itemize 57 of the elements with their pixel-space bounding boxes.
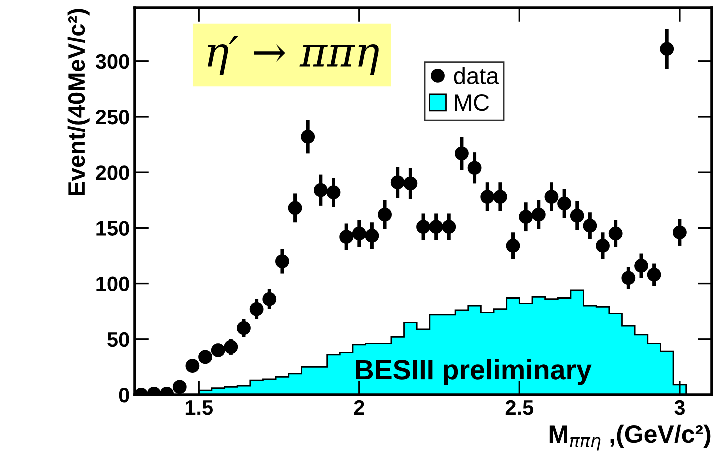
point [544, 190, 559, 204]
x-axis-title: M$_{ππη}$ ,(GeV/c²) [550, 424, 711, 451]
point [634, 259, 648, 273]
point [390, 176, 405, 190]
point [480, 190, 495, 204]
y-tick-label: 150 [96, 221, 130, 236]
point [314, 183, 328, 198]
y-tick-label: 50 [108, 332, 130, 348]
point [288, 201, 302, 216]
point [493, 190, 508, 204]
point [532, 208, 546, 222]
point [429, 220, 444, 234]
point [198, 350, 212, 364]
point [365, 229, 380, 243]
point [301, 130, 316, 144]
point [519, 210, 534, 224]
annotation: BESIII preliminary [356, 359, 592, 386]
point [608, 226, 623, 241]
x-tick-label: 1.5 [186, 400, 214, 416]
point [186, 359, 200, 374]
point [326, 186, 341, 200]
point [172, 380, 187, 394]
point [404, 176, 418, 191]
y-tick-label: 100 [96, 276, 130, 292]
point [340, 230, 354, 244]
x-tick-label: 3 [674, 400, 685, 416]
legend-label: MC [455, 94, 490, 112]
point [224, 340, 238, 354]
point [622, 271, 636, 286]
y-tick-label: 200 [96, 166, 130, 180]
point [468, 161, 482, 176]
point [570, 209, 584, 223]
point [416, 220, 430, 234]
point [378, 208, 392, 222]
x-tick-label: 2 [354, 400, 364, 415]
point [673, 226, 687, 240]
x-tick-label: 2.5 [506, 400, 534, 416]
point [276, 254, 290, 268]
point [596, 239, 610, 253]
y-tick-label: 250 [96, 110, 130, 125]
point [660, 42, 674, 56]
point [455, 146, 469, 161]
point [647, 268, 662, 282]
y-tick-label: 0 [119, 388, 130, 403]
y-tick-label: 300 [96, 54, 130, 70]
legend-label: data [454, 67, 500, 84]
y-axis-title: Event/(40MeV/c²) [68, 9, 90, 196]
point [262, 292, 277, 306]
point [250, 302, 264, 316]
point [506, 239, 520, 253]
annotation: η′ → ππη [208, 36, 379, 76]
point [583, 219, 598, 233]
point [352, 226, 366, 241]
point [442, 220, 456, 234]
point [237, 321, 251, 336]
point [211, 344, 226, 358]
point [558, 196, 572, 211]
